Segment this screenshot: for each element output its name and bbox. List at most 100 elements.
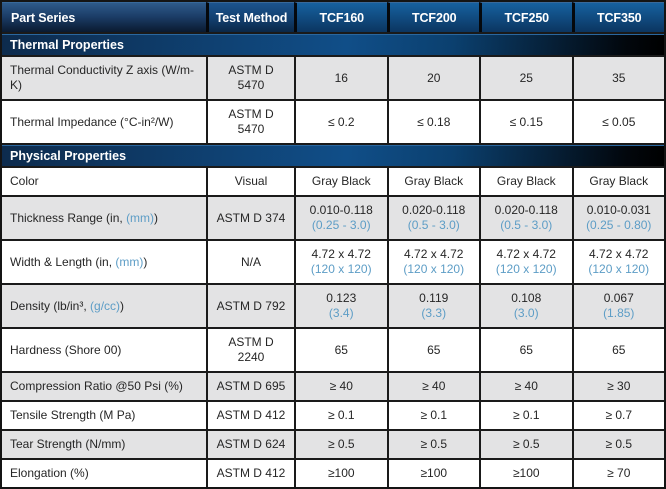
property-label: Density (lb/in³,: [10, 298, 91, 313]
table-header-row: Part Series Test Method TCF160 TCF200 TC…: [2, 2, 664, 32]
value-main: ≥ 0.5: [327, 437, 355, 451]
table-row: Tensile Strength (M Pa) ASTM D 412 ≥ 0.1 ≥ …: [2, 400, 664, 429]
value-cell: 0.108 (3.0): [479, 285, 572, 327]
property-label: Tear Strength (N/mm): [10, 437, 126, 451]
value-cell: ≥ 0.5: [386, 431, 480, 458]
property-name-cell: Compression Ratio @50 Psi (%): [2, 373, 206, 400]
value-cell: ≥ 0.7: [571, 402, 665, 429]
value-cell: ≤ 0.18: [386, 101, 480, 143]
value-main: Gray Black: [589, 174, 649, 188]
metric-unit-label: (g/cc): [90, 298, 121, 313]
value-cell: 20: [386, 57, 480, 99]
value-cell: 0.010-0.118 (0.25 - 3.0): [294, 197, 387, 239]
test-method-cell: ASTM D 5470: [206, 57, 294, 99]
value-main: ≥ 0.5: [512, 437, 540, 451]
value-metric-sub: (0.5 - 3.0): [407, 218, 460, 232]
value-main: Gray Black: [311, 174, 371, 188]
value-metric-sub: (3.3): [421, 306, 447, 320]
test-method-cell: ASTM D 412: [206, 460, 294, 487]
property-name-cell: Density (lb/in³, (g/cc)): [2, 285, 206, 327]
value-cell: 0.020-0.118 (0.5 - 3.0): [479, 197, 572, 239]
property-name-cell: Thickness Range (in, (mm)): [2, 197, 206, 239]
property-label: Compression Ratio @50 Psi (%): [10, 379, 183, 393]
test-method-cell: ASTM D 2240: [206, 329, 294, 371]
test-method-cell: ASTM D 374: [206, 197, 294, 239]
value-cell: ≤ 0.2: [294, 101, 387, 143]
value-main: 0.010-0.031: [586, 203, 651, 217]
value-main: ≥ 0.5: [420, 437, 448, 451]
value-cell: ≤ 0.15: [479, 101, 572, 143]
value-metric-sub: (3.4): [328, 306, 354, 320]
table-row: Elongation (%) ASTM D 412 ≥100 ≥100 ≥100 ≥ 70: [2, 458, 664, 487]
property-name-cell: Hardness (Shore 00): [2, 329, 206, 371]
property-label: Width & Length (in,: [10, 254, 116, 269]
value-cell: 16: [294, 57, 387, 99]
value-cell: ≥ 0.5: [571, 431, 665, 458]
value-main: ≥ 0.1: [327, 408, 355, 422]
value-main: ≥100: [420, 466, 448, 480]
value-main: 0.108: [511, 291, 542, 305]
value-cell: 0.067 (1.85): [571, 285, 665, 327]
value-metric-sub: (3.0): [513, 306, 539, 320]
value-cell: 65: [479, 329, 572, 371]
value-main: 0.020-0.118: [402, 203, 466, 217]
table-row: Tear Strength (N/mm) ASTM D 624 ≥ 0.5 ≥ 0.5…: [2, 429, 664, 458]
table-row: Density (lb/in³, (g/cc)) ASTM D 792 0.123(…: [2, 283, 664, 327]
value-main: ≥ 70: [607, 466, 631, 480]
test-method-cell: ASTM D 695: [206, 373, 294, 400]
value-cell: ≥ 0.1: [479, 402, 572, 429]
value-main: Gray Black: [404, 174, 464, 188]
value-cell: ≥100: [479, 460, 572, 487]
table-row: Thermal Conductivity Z axis (W/m-K) ASTM …: [2, 57, 664, 99]
value-metric-sub: (120 x 120): [310, 262, 372, 276]
value-metric-sub: (1.85): [603, 306, 635, 320]
value-cell: 4.72 x 4.72 (120 x 120): [479, 241, 572, 283]
value-main: ≤ 0.2: [327, 114, 355, 129]
section-title: Thermal Properties: [10, 37, 124, 52]
value-cell: 4.72 x 4.72 (120 x 120): [571, 241, 665, 283]
property-label: ): [154, 210, 159, 225]
value-metric-sub: (120 x 120): [403, 262, 465, 276]
value-main: 65: [334, 342, 348, 357]
header-tcf250: TCF250: [479, 2, 572, 32]
value-main: 4.72 x 4.72: [589, 247, 649, 261]
value-main: ≤ 0.15: [509, 114, 543, 129]
value-main: ≥ 0.5: [605, 437, 633, 451]
section-title: Physical Properties: [10, 148, 127, 163]
value-cell: ≥ 0.1: [294, 402, 387, 429]
value-main: ≤ 0.18: [417, 114, 451, 129]
header-tcf200: TCF200: [386, 2, 479, 32]
value-main: 16: [334, 70, 348, 85]
value-cell: 0.123 (3.4): [294, 285, 387, 327]
value-cell: Gray Black: [571, 168, 665, 195]
value-main: ≥ 0.1: [420, 408, 448, 422]
property-name-cell: Tear Strength (N/mm): [2, 431, 206, 458]
value-cell: ≥ 40: [386, 373, 480, 400]
section-header: Physical Properties: [2, 143, 664, 168]
value-main: 4.72 x 4.72: [496, 247, 556, 261]
value-main: ≥ 0.1: [512, 408, 540, 422]
metric-unit-label: (mm): [126, 210, 155, 225]
value-cell: 65: [294, 329, 387, 371]
value-metric-sub: (120 x 120): [588, 262, 650, 276]
test-method-cell: N/A: [206, 241, 294, 283]
value-cell: ≥ 0.5: [294, 431, 387, 458]
value-metric-sub: (120 x 120): [495, 262, 557, 276]
value-cell: Gray Black: [294, 168, 387, 195]
property-label: Color: [10, 174, 39, 188]
value-main: ≥100: [327, 466, 355, 480]
table-row: Compression Ratio @50 Psi (%) ASTM D 695 ≥…: [2, 371, 664, 400]
value-main: 65: [427, 342, 441, 357]
test-method-cell: ASTM D 5470: [206, 101, 294, 143]
property-name-cell: Color: [2, 168, 206, 195]
value-cell: ≥ 40: [294, 373, 387, 400]
value-cell: ≥100: [386, 460, 480, 487]
value-main: 0.020-0.118: [494, 203, 558, 217]
value-cell: 65: [571, 329, 665, 371]
table-row: Hardness (Shore 00) ASTM D 2240 65 65 65 65: [2, 327, 664, 371]
value-main: ≥ 40: [329, 379, 353, 393]
property-name-cell: Elongation (%): [2, 460, 206, 487]
property-name-cell: Thermal Conductivity Z axis (W/m-K): [2, 57, 206, 99]
